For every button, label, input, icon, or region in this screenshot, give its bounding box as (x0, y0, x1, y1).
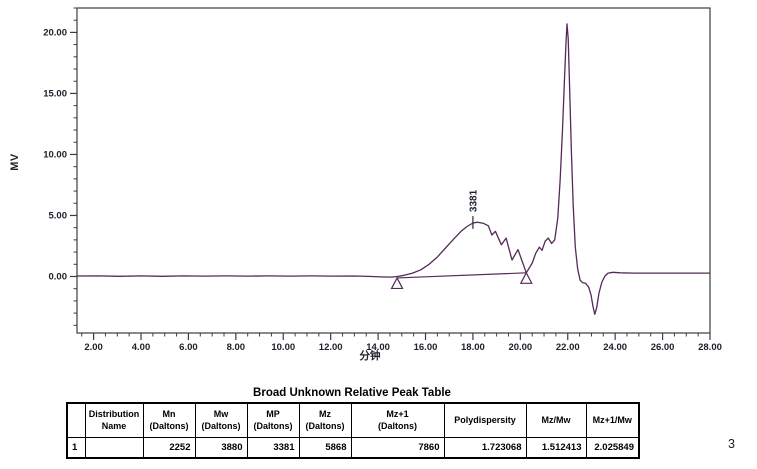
table-row: 1 2252 3880 3381 5868 7860 1.723068 1.512413 2.0… (66, 437, 640, 459)
table-cell: 1.512413 (525, 437, 587, 459)
peak-table-title: Broad Unknown Relative Peak Table (253, 387, 451, 399)
page-number: 3 (728, 437, 735, 451)
chromatogram-chart: 2.00 4.00 6.00 8.00 10.00 12.00 14.00 16.00 18.0… (43, 7, 722, 353)
column-header (66, 402, 86, 438)
column-header: Mz+1/Mw (585, 402, 640, 438)
x-tick-label: 12.00 (319, 342, 343, 353)
x-tick-label: 26.00 (651, 342, 675, 353)
x-tick-label: 6.00 (179, 342, 198, 353)
x-tick-label: 10.00 (271, 342, 295, 353)
table-header-row: Distribution Name Mn (Daltons) Mw (Daltons… (66, 402, 640, 438)
plot-frame (76, 7, 711, 334)
column-header: Polydispersity (443, 402, 527, 438)
column-header: Mw (Daltons) (194, 402, 248, 438)
column-header: Mz/Mw (525, 402, 587, 438)
x-tick-label: 16.00 (414, 342, 438, 353)
y-tick-label: 20.00 (43, 28, 67, 39)
column-header: MP (Daltons) (246, 402, 300, 438)
x-tick-label: 2.00 (84, 342, 103, 353)
x-tick-label: 24.00 (603, 342, 627, 353)
column-header: Distribution Name (84, 402, 144, 438)
baseline-triangle-marker (390, 276, 404, 290)
y-tick-label: 10.00 (43, 150, 67, 161)
x-tick-label: 14.00 (366, 342, 390, 353)
table-cell: 2252 (142, 437, 196, 459)
table-cell: 1.723068 (443, 437, 527, 459)
table-cell: 1 (66, 437, 86, 459)
x-tick-label: 18.00 (461, 342, 485, 353)
chromatogram-curve (76, 23, 711, 315)
column-header: Mz (Daltons) (298, 402, 352, 438)
x-tick-label: 28.00 (698, 342, 722, 353)
x-tick-label: 8.00 (227, 342, 246, 353)
x-tick-label: 20.00 (508, 342, 532, 353)
peak-table: Distribution Name Mn (Daltons) Mw (Daltons… (66, 402, 640, 459)
table-cell (84, 437, 144, 459)
baseline-triangle-marker (519, 271, 533, 284)
y-axis-title: MV (8, 153, 21, 171)
integration-baseline (397, 272, 527, 279)
table-cell: 3880 (194, 437, 248, 459)
x-axis-title: 分钟 (359, 350, 381, 362)
peak-mp-label: 3381 (468, 189, 479, 212)
y-tick-label: 0.00 (49, 272, 68, 283)
column-header: Mz+1 (Daltons) (350, 402, 445, 438)
table-cell: 3381 (246, 437, 300, 459)
table-cell: 7860 (350, 437, 445, 459)
x-tick-label: 22.00 (556, 342, 580, 353)
table-cell: 2.025849 (585, 437, 640, 459)
column-header: Mn (Daltons) (142, 402, 196, 438)
y-tick-label: 5.00 (49, 211, 68, 222)
table-cell: 5868 (298, 437, 352, 459)
x-tick-label: 4.00 (132, 342, 151, 353)
y-tick-label: 15.00 (43, 89, 67, 100)
